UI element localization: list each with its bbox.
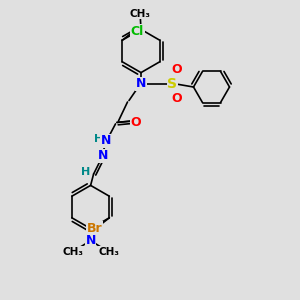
Text: S: S — [167, 77, 178, 91]
Text: O: O — [172, 92, 182, 105]
Text: CH₃: CH₃ — [130, 9, 151, 19]
Text: H: H — [81, 167, 90, 177]
Text: Cl: Cl — [131, 25, 144, 38]
Text: N: N — [85, 234, 96, 247]
Text: O: O — [130, 116, 141, 129]
Text: N: N — [98, 149, 108, 163]
Text: H: H — [94, 134, 103, 144]
Text: CH₃: CH₃ — [98, 247, 119, 257]
Text: N: N — [136, 77, 146, 91]
Text: N: N — [100, 134, 111, 148]
Text: CH₃: CH₃ — [62, 247, 83, 257]
Text: Br: Br — [86, 222, 102, 235]
Text: O: O — [172, 63, 182, 76]
